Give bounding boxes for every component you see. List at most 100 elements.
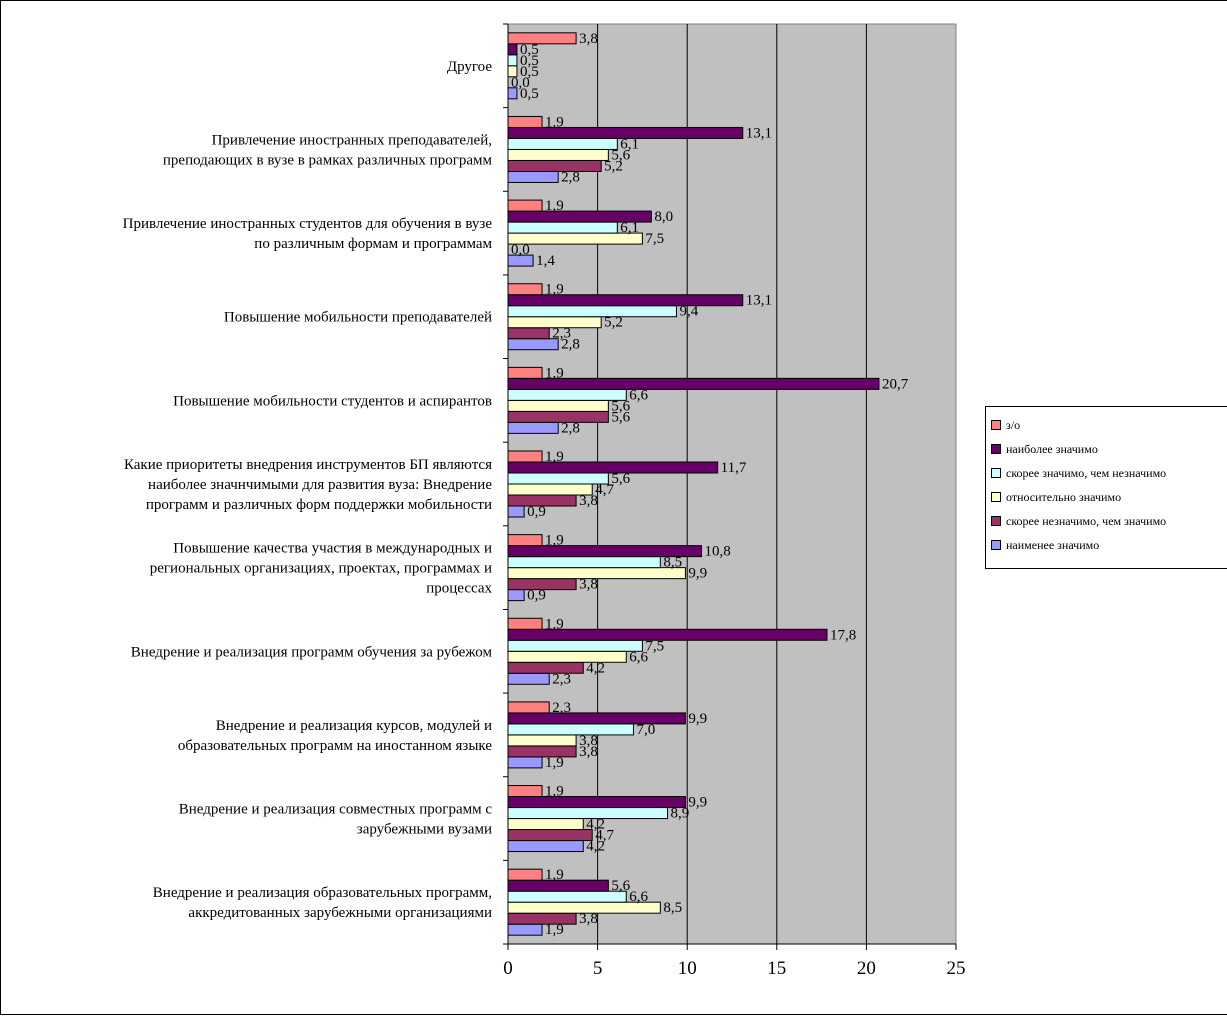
category-label: программ и различных форм поддержки моби… — [146, 497, 492, 513]
category-label: процессах — [426, 581, 492, 597]
legend-item: относительно значимо — [991, 485, 1227, 509]
bar — [507, 327, 550, 340]
data-label: 5,2 — [604, 315, 623, 331]
legend-label: относительно значимо — [1006, 489, 1122, 504]
bar — [507, 148, 609, 161]
bar — [507, 890, 627, 903]
x-tick-label: 10 — [678, 958, 697, 979]
category-label: зарубежными вузами — [357, 822, 492, 838]
bar — [507, 338, 559, 351]
bar — [507, 723, 634, 736]
category-label: Внедрение и реализация программ обучения… — [131, 644, 493, 660]
legend-swatch — [991, 492, 1001, 502]
data-label: 5,2 — [604, 158, 623, 174]
data-label: 13,1 — [746, 293, 772, 309]
data-label: 2,8 — [561, 169, 580, 185]
legend-swatch — [991, 420, 1001, 430]
bar — [507, 170, 559, 183]
legend-item: з/о — [991, 413, 1227, 437]
category-label: по различным формам и программам — [254, 236, 492, 252]
legend-item: наименее значимо — [991, 533, 1227, 557]
category-label: Повышение мобильности студентов и аспира… — [173, 393, 492, 409]
bar — [507, 43, 518, 56]
data-label: 0,0 — [511, 242, 530, 258]
data-label: 9,9 — [688, 711, 707, 727]
data-label: 1,9 — [545, 922, 564, 938]
bar — [507, 923, 543, 936]
bar — [507, 840, 584, 853]
bar — [507, 115, 543, 128]
bar — [507, 505, 525, 518]
data-label: 2,3 — [552, 671, 571, 687]
bar — [507, 628, 828, 641]
bar — [507, 807, 668, 820]
data-label: 0,9 — [527, 504, 546, 520]
data-label: 5,6 — [611, 398, 630, 414]
data-label: 5,6 — [611, 409, 630, 425]
bar — [507, 639, 643, 652]
bar — [507, 912, 577, 925]
bar — [507, 54, 518, 67]
data-label: 3,8 — [579, 911, 598, 927]
data-label: 6,6 — [629, 889, 648, 905]
bar — [507, 556, 661, 569]
legend-label: наиболее значимо — [1006, 441, 1098, 456]
data-label: 2,8 — [561, 420, 580, 436]
category-label: Внедрение и реализация совместных програ… — [179, 802, 493, 818]
data-label: 8,9 — [670, 806, 689, 822]
category-label: Привлечение иностранных студентов для об… — [123, 216, 493, 232]
bar — [507, 399, 609, 412]
legend-label: скорее незначимо, чем значимо — [1006, 513, 1167, 528]
data-label: 9,4 — [679, 304, 698, 320]
bar — [507, 756, 543, 769]
bar — [507, 589, 525, 602]
bar — [507, 545, 703, 558]
bar — [507, 617, 543, 630]
bar — [507, 818, 584, 831]
data-label: 0,5 — [520, 86, 539, 102]
data-label: 8,5 — [663, 900, 682, 916]
legend-swatch — [991, 468, 1001, 478]
bar — [507, 650, 627, 663]
data-label: 3,8 — [579, 733, 598, 749]
data-label: 3,8 — [579, 577, 598, 593]
data-label: 5,6 — [611, 147, 630, 163]
data-label: 1,4 — [536, 253, 555, 269]
data-label: 7,5 — [645, 638, 664, 654]
bar — [507, 32, 577, 45]
x-tick-label: 15 — [767, 958, 786, 979]
legend-swatch — [991, 516, 1001, 526]
data-label: 1,9 — [545, 784, 564, 800]
bar — [507, 494, 577, 507]
category-label: Какие приоритеты внедрения инструментов … — [124, 457, 492, 473]
data-label: 1,9 — [545, 616, 564, 632]
data-label: 0,5 — [520, 64, 539, 80]
bar — [507, 316, 602, 329]
legend-label: скорее значимо, чем незначимо — [1006, 465, 1167, 480]
bar — [507, 661, 584, 674]
bar — [507, 461, 719, 474]
bar — [507, 410, 609, 423]
bar — [507, 450, 543, 463]
bar — [507, 210, 652, 223]
legend: з/о наиболее значимо скорее значимо, чем н… — [985, 406, 1227, 569]
data-label: 11,7 — [721, 460, 747, 476]
data-label: 8,5 — [663, 555, 682, 571]
legend-label: наименее значимо — [1006, 537, 1100, 552]
category-label: преподающих в вузе в рамках различных пр… — [163, 152, 493, 168]
bar — [507, 578, 577, 591]
bar — [507, 483, 593, 496]
data-label: 6,6 — [629, 387, 648, 403]
data-label: 9,9 — [688, 795, 707, 811]
bar — [507, 567, 686, 580]
data-label: 7,0 — [636, 722, 655, 738]
bar — [507, 879, 609, 892]
bar — [507, 65, 518, 78]
legend-item: наиболее значимо — [991, 437, 1227, 461]
bar — [507, 305, 677, 318]
data-label: 6,6 — [629, 649, 648, 665]
bar — [507, 221, 618, 234]
data-label: 9,9 — [688, 566, 707, 582]
data-label: 4,7 — [595, 482, 614, 498]
